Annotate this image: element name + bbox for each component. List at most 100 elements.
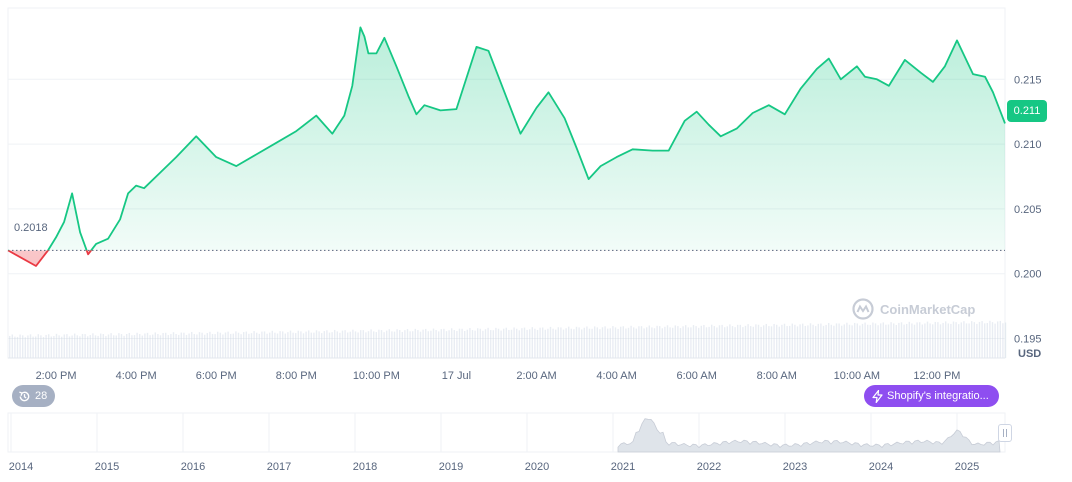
volume-bar: [893, 323, 895, 358]
volume-bar: [352, 329, 354, 358]
x-tick-label: 12:00 PM: [913, 370, 960, 382]
volume-bar: [539, 327, 541, 358]
volume-bar: [45, 334, 47, 358]
volume-bar: [612, 326, 614, 358]
volume-bar: [677, 326, 679, 358]
volume-bar: [362, 330, 364, 358]
volume-bar: [157, 334, 159, 358]
volume-bar: [791, 323, 793, 358]
y-tick-label: 0.205: [1014, 204, 1042, 216]
volume-bar: [217, 331, 219, 358]
volume-bar: [185, 334, 188, 358]
volume-bar: [651, 327, 653, 358]
volume-bar: [997, 321, 999, 358]
history-badge[interactable]: 28: [12, 385, 56, 407]
volume-bar: [201, 332, 203, 358]
timeline-navigator[interactable]: 2014 2015 2016 2017 2018 2019 2020 2021 2022 2023…: [7, 412, 1006, 473]
volume-bar: [666, 325, 669, 358]
volume-bar: [843, 324, 845, 358]
volume-bar: [713, 326, 715, 358]
volume-bar: [373, 331, 375, 358]
volume-bar: [11, 334, 13, 358]
volume-bar: [102, 334, 104, 358]
volume-bar: [100, 333, 102, 358]
volume-bar: [937, 322, 939, 358]
volume-bar: [898, 322, 900, 358]
volume-bar: [755, 324, 757, 358]
volume-bar: [484, 329, 487, 358]
current-price-tag: 0.211: [1007, 100, 1047, 122]
volume-bar: [880, 323, 882, 358]
currency-label: USD: [1018, 348, 1042, 360]
timeline-year-label: 2017: [267, 461, 291, 473]
volume-bar: [248, 333, 250, 358]
volume-bar: [599, 329, 601, 358]
volume-bar: [406, 329, 409, 358]
price-line-up[interactable]: [7, 26, 1006, 266]
volume-bar: [867, 324, 869, 358]
volume-bar: [191, 331, 193, 358]
news-badge[interactable]: Shopify's integratio...: [864, 385, 999, 407]
price-line[interactable]: [7, 26, 1006, 267]
timeline-year-label: 2018: [353, 461, 377, 473]
volume-bar: [55, 333, 58, 358]
volume-bar: [500, 330, 502, 358]
volume-bar: [243, 332, 245, 358]
volume-bar: [219, 332, 221, 358]
volume-bar: [731, 326, 734, 358]
volume-bar: [222, 334, 224, 358]
timeline-year-label: 2015: [95, 461, 119, 473]
volume-bar: [789, 325, 791, 358]
volume-bar: [591, 328, 593, 358]
x-tick-label: 4:00 PM: [116, 370, 157, 382]
volume-bar: [422, 329, 424, 358]
timeline-drag-handle[interactable]: [998, 424, 1012, 442]
volume-bar: [640, 326, 643, 358]
volume-bar: [263, 331, 266, 358]
volume-bar: [903, 324, 905, 358]
volume-bar: [734, 327, 736, 358]
x-tick-label: 10:00 PM: [353, 370, 400, 382]
volume-bar: [536, 329, 539, 358]
volume-bar: [305, 331, 307, 358]
volume-bar: [690, 327, 692, 358]
volume-bar: [846, 322, 848, 358]
volume-bar: [393, 331, 396, 358]
volume-bar: [807, 325, 809, 358]
volume-bar: [183, 332, 185, 358]
volume-bar: [375, 332, 377, 358]
volume-bar: [250, 333, 253, 358]
volume-bar: [872, 322, 874, 358]
volume-bar: [105, 336, 107, 358]
x-tick-label: 17 Jul: [442, 370, 471, 382]
volume-bar: [328, 332, 331, 358]
volume-bar: [14, 336, 16, 358]
volume-bar: [620, 326, 622, 358]
volume-bar: [565, 328, 567, 358]
volume-bar: [552, 328, 554, 358]
volume-bar: [978, 321, 981, 358]
volume-bar: [864, 322, 866, 358]
volume-bar: [838, 323, 840, 358]
volume-bar: [994, 323, 996, 358]
volume-bar: [24, 337, 26, 358]
volume-bar: [487, 327, 489, 358]
volume-bar: [430, 330, 432, 358]
volume-bar: [399, 330, 401, 358]
volume-bar: [854, 322, 856, 358]
volume-bar: [568, 326, 570, 358]
volume-bar: [661, 328, 663, 358]
volume-bar: [698, 327, 700, 358]
volume-bar: [357, 332, 359, 358]
volume-bar: [835, 323, 838, 358]
timeline-year-label: 2023: [783, 461, 807, 473]
x-tick-label: 10:00 AM: [834, 370, 880, 382]
volume-bar: [721, 324, 723, 358]
volume-bar: [939, 324, 942, 358]
volume-bar: [1004, 322, 1007, 358]
volume-bar: [464, 331, 466, 358]
volume-bar: [336, 331, 338, 358]
volume-bar: [367, 331, 370, 358]
